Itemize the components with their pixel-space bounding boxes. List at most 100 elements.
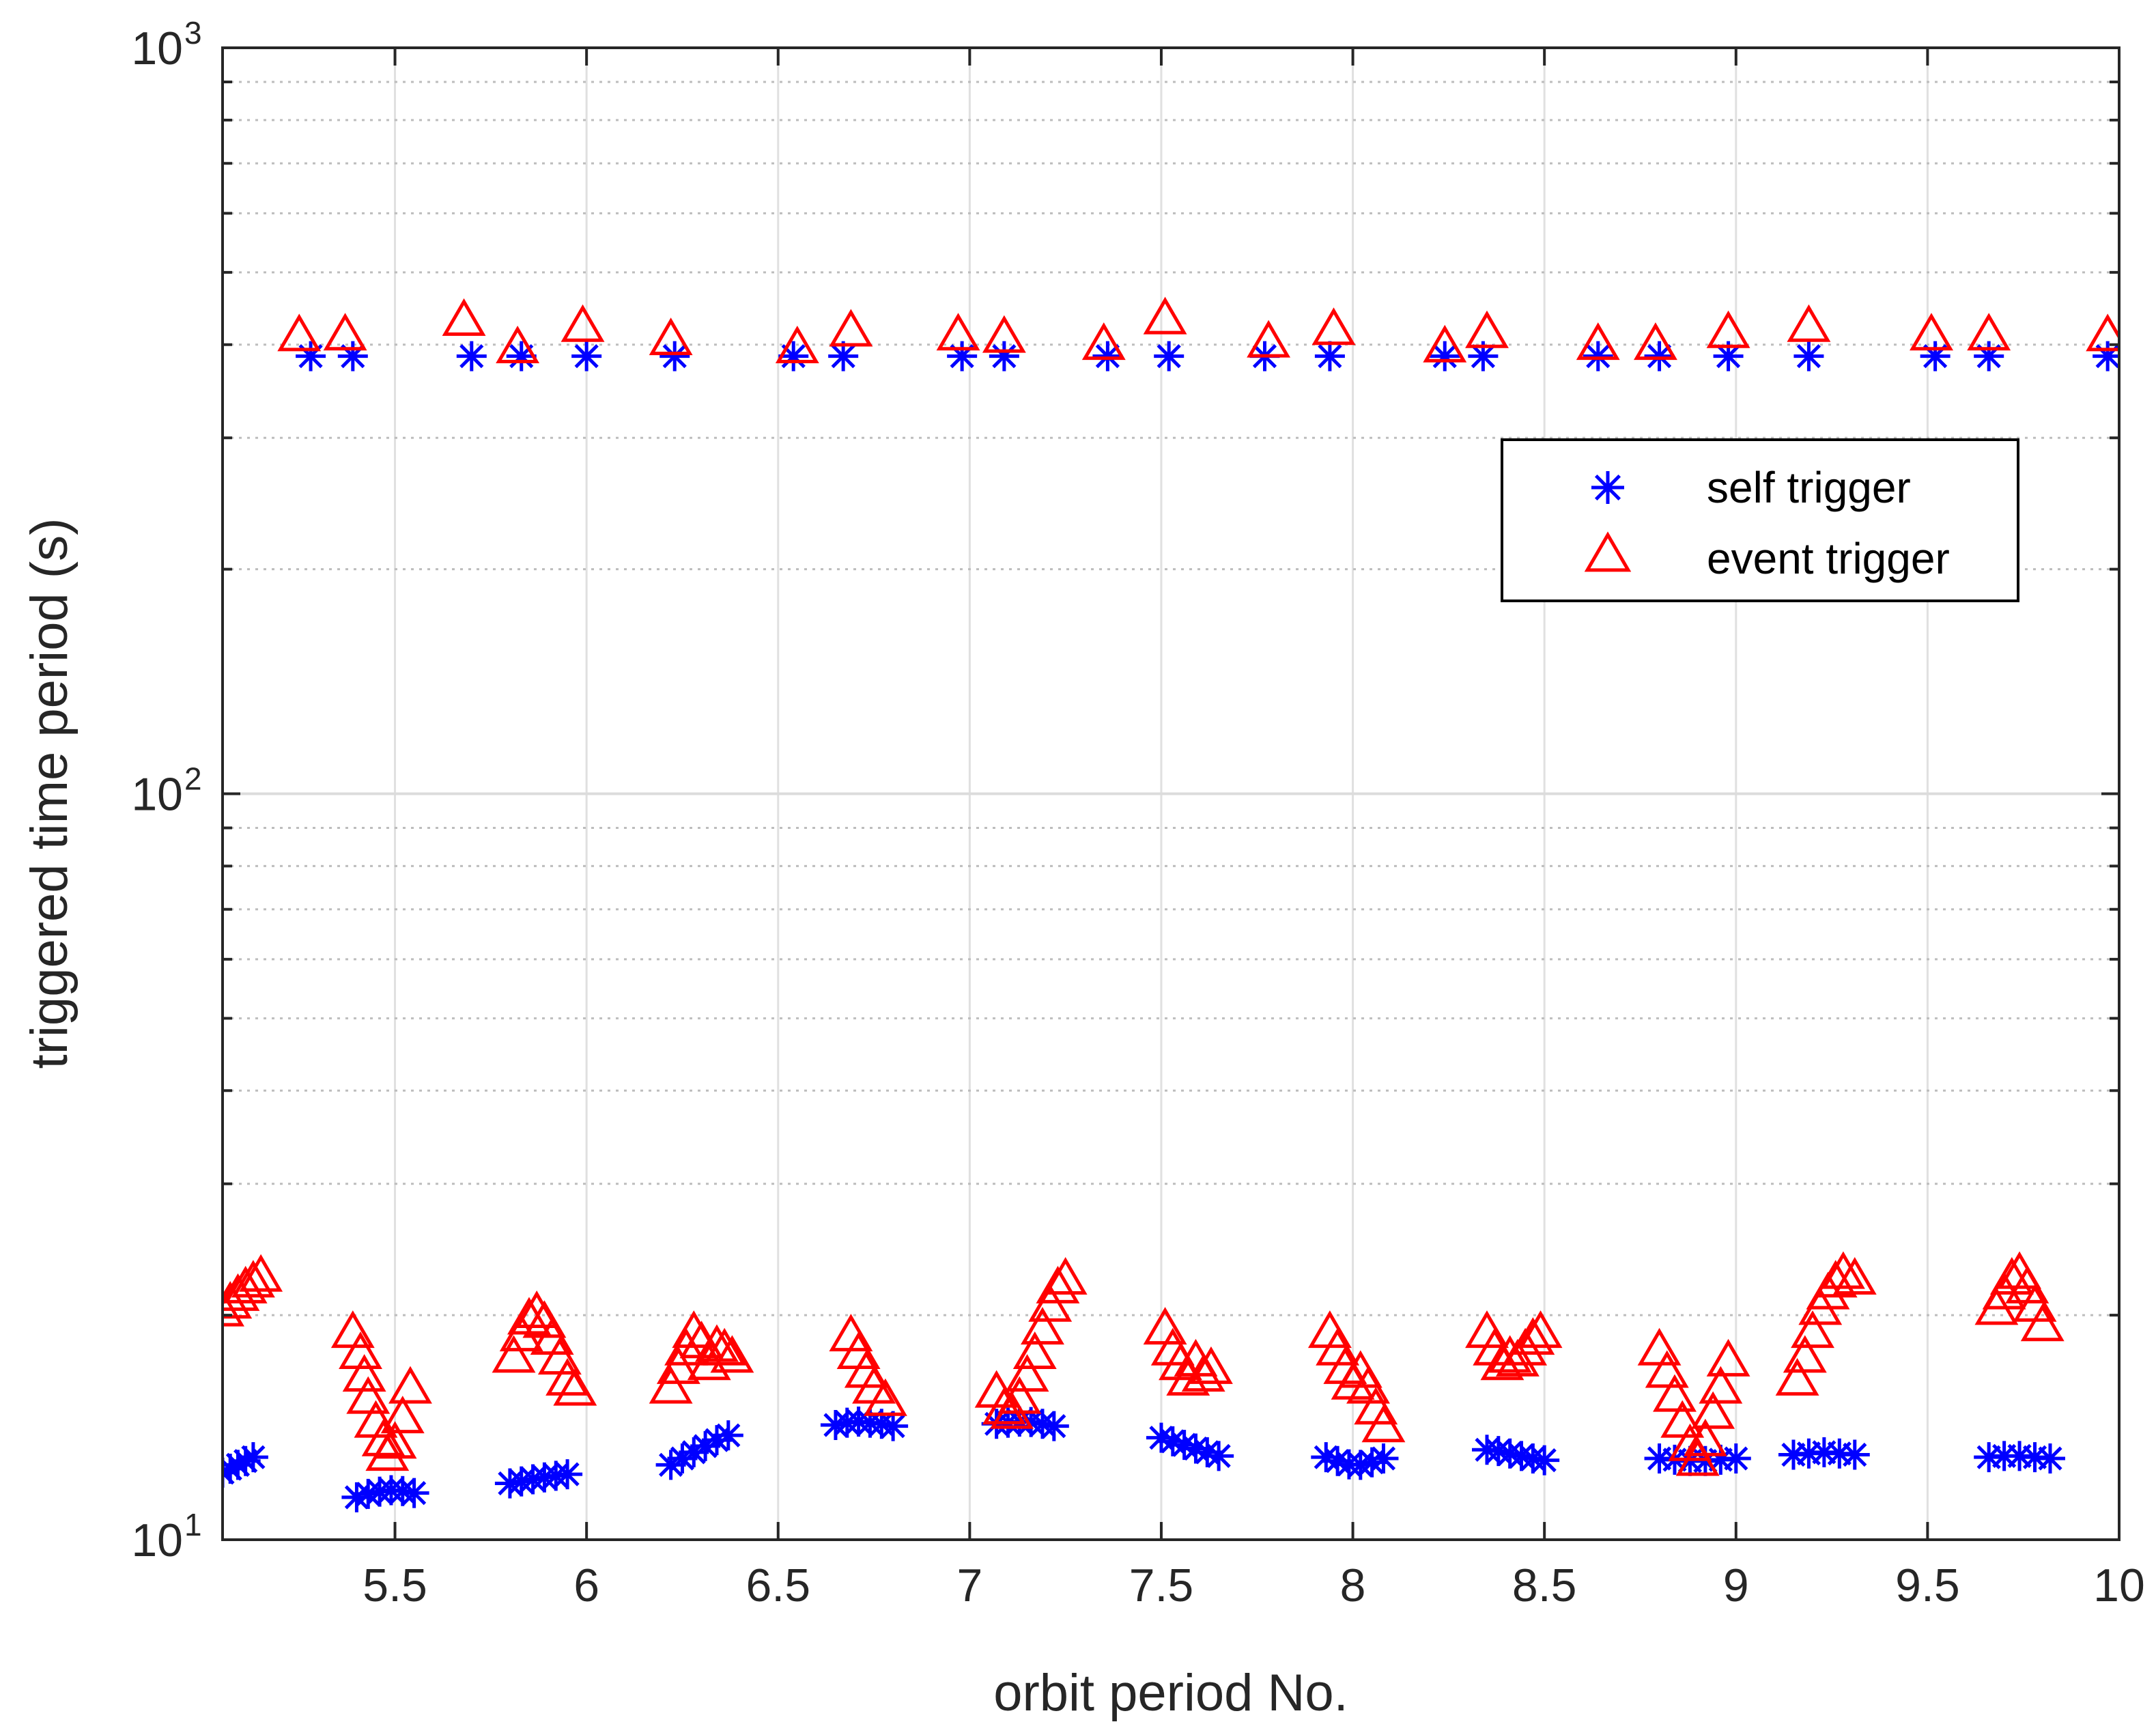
x-tick-label: 8.5 (1512, 1560, 1577, 1611)
self-trigger-point (1468, 341, 1499, 371)
event-trigger-point (1832, 1256, 1877, 1295)
event-trigger-point (1675, 1438, 1720, 1476)
event-trigger-point (1036, 1265, 1080, 1303)
event-trigger-point (361, 1418, 406, 1456)
event-trigger-point (231, 1260, 275, 1298)
event-trigger-point (515, 1290, 559, 1329)
event-trigger-point (1511, 1317, 1555, 1355)
self-trigger-point (456, 341, 487, 371)
y-tick-exponent: 2 (184, 761, 202, 797)
event-trigger-point (1518, 1310, 1563, 1349)
event-trigger-point (1706, 310, 1750, 348)
event-trigger-point (223, 1273, 260, 1311)
x-tick-label: 9.5 (1895, 1560, 1960, 1611)
event-trigger-point (829, 309, 873, 347)
self-trigger-point (878, 1411, 909, 1441)
y-tick-label: 10 2 (131, 761, 201, 821)
self-trigger-point (1314, 341, 1345, 371)
y-tick-label: 10 1 (131, 1507, 201, 1566)
self-trigger-point (1092, 341, 1123, 371)
event-trigger-point (936, 313, 980, 351)
x-tick-label: 7.5 (1129, 1560, 1194, 1611)
event-trigger-point (1787, 304, 1831, 342)
event-trigger-point (656, 1346, 700, 1384)
self-trigger-point (1720, 1443, 1751, 1474)
x-tick-label: 10 (2093, 1560, 2145, 1611)
x-tick-label: 7 (956, 1560, 982, 1611)
event-trigger-point (1821, 1251, 1865, 1289)
event-trigger-point (1012, 1331, 1057, 1370)
event-trigger-point (1028, 1284, 1073, 1322)
event-trigger-point (346, 1376, 391, 1414)
self-trigger-point (1974, 341, 2004, 371)
self-trigger-point (659, 341, 690, 371)
event-trigger-point (1691, 1391, 1735, 1429)
legend-label-event-trigger: event trigger (1707, 534, 1950, 583)
event-trigger-point (703, 1327, 747, 1366)
event-trigger-point (863, 1378, 907, 1416)
event-trigger-point (649, 318, 693, 356)
self-trigger-point (1204, 1441, 1234, 1471)
x-tick-label: 5.5 (363, 1560, 427, 1611)
self-trigger-point (713, 1420, 743, 1451)
event-trigger-point (1247, 320, 1291, 358)
event-trigger-point (223, 1265, 268, 1303)
self-trigger-point (1368, 1443, 1399, 1474)
series-event-trigger (223, 296, 2119, 1476)
event-trigger-point (1143, 296, 1187, 335)
y-tick-exponent: 3 (184, 15, 202, 51)
event-trigger-point (1660, 1400, 1705, 1438)
event-trigger-point (239, 1254, 283, 1292)
event-trigger-point (277, 313, 322, 352)
event-trigger-point (1645, 1350, 1689, 1388)
self-trigger-point (296, 341, 326, 371)
event-trigger-point (982, 1387, 1026, 1425)
event-trigger-point (1783, 1335, 1827, 1373)
self-trigger-point (1038, 1411, 1069, 1441)
event-trigger-point (1005, 1354, 1049, 1392)
self-trigger-point (552, 1459, 583, 1490)
x-tick-label: 9 (1723, 1560, 1749, 1611)
event-trigger-point (388, 1366, 432, 1404)
legend-box (1501, 438, 2019, 602)
event-trigger-point (1791, 1310, 1834, 1349)
event-trigger-point (1043, 1256, 1088, 1295)
y-tick-exponent: 1 (184, 1507, 202, 1542)
y-axis-label: triggered time period (s) (20, 518, 79, 1069)
legend-label-self-trigger: self trigger (1707, 463, 1911, 512)
event-trigger-point (1775, 1357, 1819, 1396)
event-trigger-point (1311, 307, 1356, 345)
y-tick-base: 10 (131, 23, 183, 74)
self-trigger-point (1154, 341, 1185, 371)
self-trigger-point (2034, 1443, 2065, 1474)
self-trigger-point (399, 1478, 429, 1508)
event-trigger-point (380, 1396, 425, 1434)
self-trigger-point (1583, 341, 1613, 371)
x-tick-labels: 5.5 6 6.5 7 7.5 8 8.5 9 9.5 10 (363, 1560, 2145, 1611)
event-trigger-point (775, 325, 819, 363)
event-trigger-point (1021, 1307, 1064, 1345)
y-tick-label: 10 3 (131, 15, 201, 74)
event-trigger-point (1967, 313, 2011, 351)
event-trigger-point (1465, 310, 1509, 348)
event-trigger-point (1633, 322, 1677, 361)
self-trigger-point (989, 341, 1019, 371)
event-trigger-point (1576, 322, 1620, 361)
event-trigger-point (373, 1421, 417, 1459)
event-trigger-point (710, 1335, 754, 1373)
y-tick-base: 10 (131, 769, 183, 821)
event-trigger-point (1189, 1346, 1233, 1384)
self-trigger-point (1793, 341, 1824, 371)
event-trigger-point (561, 304, 605, 342)
self-trigger-point (947, 341, 978, 371)
event-trigger-point (997, 1376, 1042, 1414)
event-trigger-point (1706, 1338, 1750, 1377)
self-trigger-point (1920, 341, 1951, 371)
data-points (223, 296, 2119, 1512)
event-trigger-point (695, 1324, 739, 1362)
event-trigger-point (2020, 1303, 2065, 1342)
x-tick-label: 6.5 (746, 1560, 810, 1611)
self-trigger-point (1430, 341, 1460, 371)
